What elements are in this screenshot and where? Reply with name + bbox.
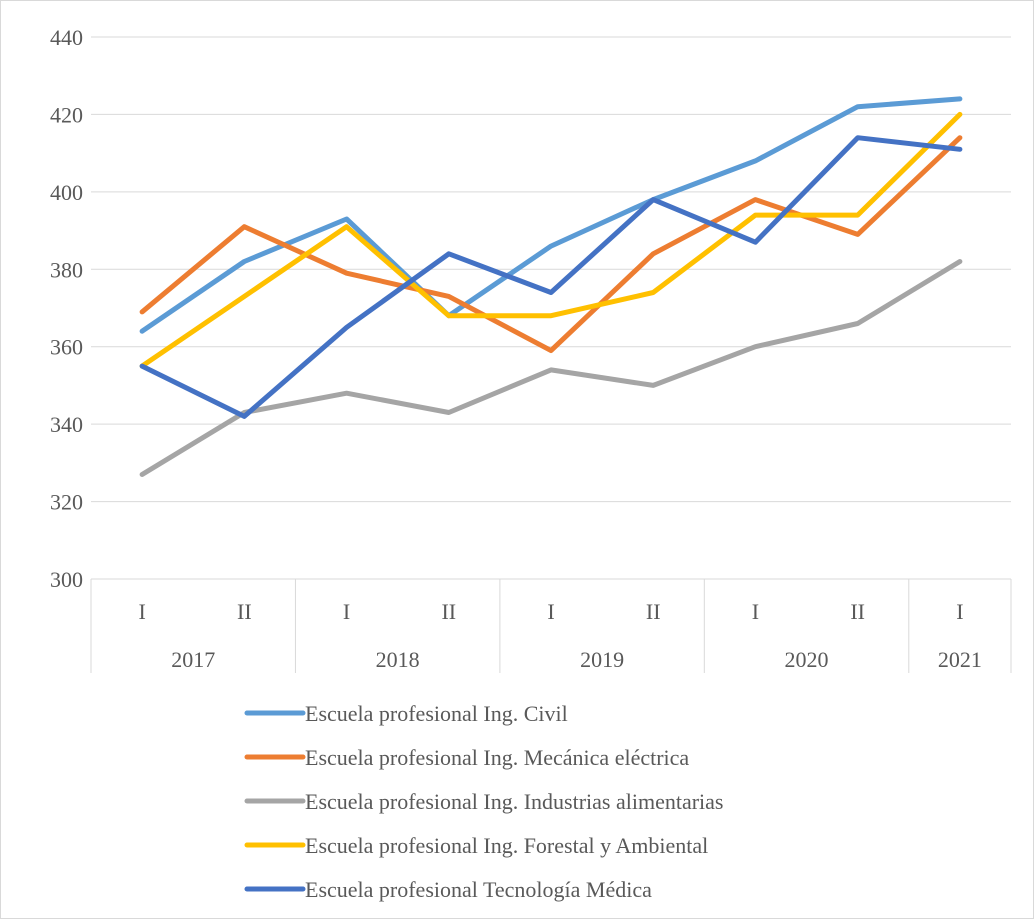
y-tick-label: 340 <box>50 412 83 437</box>
y-tick-label: 360 <box>50 335 83 360</box>
x-tick-label-term: II <box>441 599 456 624</box>
y-axis: 300 320 340 360 380 400 420 440 <box>50 25 83 592</box>
x-tick-label-term: I <box>343 599 350 624</box>
series-lines <box>139 96 963 477</box>
x-tick-label-term: II <box>850 599 865 624</box>
x-tick-label-year: 2020 <box>785 647 829 672</box>
legend-label: Escuela profesional Ing. Civil <box>305 701 568 726</box>
series-line-4 <box>139 111 963 369</box>
x-tick-label-term: I <box>752 599 759 624</box>
series-line-5 <box>139 135 963 419</box>
y-tick-label: 440 <box>50 25 83 50</box>
legend-label: Escuela profesional Ing. Industrias alim… <box>305 789 723 814</box>
x-tick-label-year: 2019 <box>580 647 624 672</box>
y-tick-label: 300 <box>50 567 83 592</box>
x-tick-label-term: I <box>138 599 145 624</box>
x-tick-label-term: II <box>646 599 661 624</box>
series-line-2 <box>139 135 963 354</box>
y-tick-label: 380 <box>50 257 83 282</box>
x-tick-label-term: I <box>547 599 554 624</box>
x-tick-label-term: II <box>237 599 252 624</box>
x-tick-label-year: 2018 <box>376 647 420 672</box>
legend-label: Escuela profesional Ing. Mecánica eléctr… <box>305 745 689 770</box>
y-tick-label: 420 <box>50 102 83 127</box>
x-tick-label-year: 2017 <box>171 647 215 672</box>
legend-label: Escuela profesional Tecnología Médica <box>305 877 652 902</box>
x-tick-label-term: I <box>956 599 963 624</box>
legend-label: Escuela profesional Ing. Forestal y Ambi… <box>305 833 708 858</box>
series-line-3 <box>139 259 963 477</box>
legend: Escuela profesional Ing. Civil Escuela pr… <box>244 701 723 902</box>
y-tick-label: 400 <box>50 180 83 205</box>
y-tick-label: 320 <box>50 490 83 515</box>
x-tick-label-year: 2021 <box>938 647 982 672</box>
gridlines <box>91 36 1011 580</box>
series-line-1 <box>139 96 963 334</box>
